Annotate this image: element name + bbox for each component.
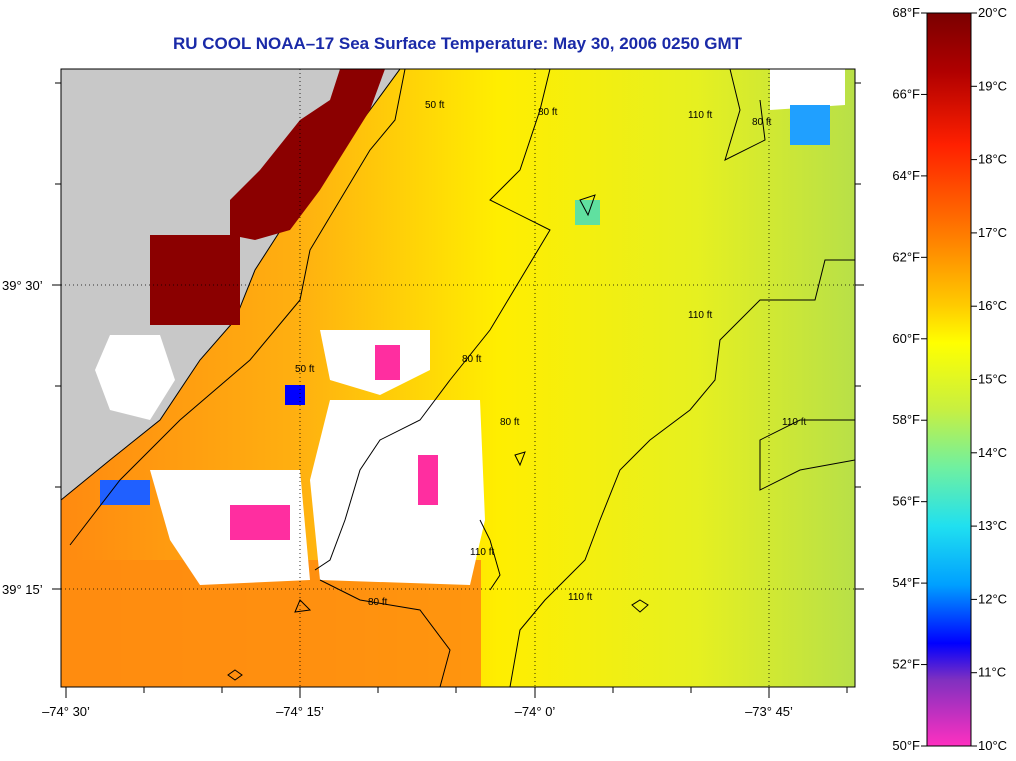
contour-label: 110 ft: [470, 547, 494, 558]
cloud-mask-inland: [95, 335, 175, 420]
colorbar-celsius-label: 15°C: [978, 372, 1007, 387]
cold-speck: [100, 480, 150, 505]
contour-label: 80 ft: [462, 354, 482, 365]
cold-speck: [790, 105, 830, 145]
lat-label: 39° 15’: [2, 582, 43, 597]
colorbar-fahrenheit-label: 54°F: [892, 575, 920, 590]
map-title: RU COOL NOAA–17 Sea Surface Temperature:…: [172, 34, 743, 53]
contour-label: 80 ft: [500, 417, 520, 428]
colorbar-fahrenheit-label: 58°F: [892, 412, 920, 427]
colorbar-celsius-label: 19°C: [978, 78, 1007, 93]
contour-label: 110 ft: [688, 310, 712, 321]
colorbar-fahrenheit-label: 68°F: [892, 5, 920, 20]
contour-label: 110 ft: [688, 110, 712, 121]
colorbar-celsius-label: 16°C: [978, 298, 1007, 313]
lat-label: 39° 30’: [2, 278, 43, 293]
cool-speck: [575, 200, 600, 225]
cloud-mask-ne: [770, 69, 845, 110]
colorbar-fahrenheit-label: 50°F: [892, 738, 920, 753]
colorbar-celsius-label: 10°C: [978, 738, 1007, 753]
longitude-labels: –74° 30’ –74° 15’ –74° 0’ –73° 45’: [42, 704, 793, 719]
colorbar-celsius-label: 20°C: [978, 5, 1007, 20]
colorbar-fahrenheit-label: 66°F: [892, 86, 920, 101]
contour-labels: 50 ft 80 ft 110 ft 80 ft 110 ft 80 ft 11…: [295, 100, 806, 608]
colorbar-celsius-label: 17°C: [978, 225, 1007, 240]
bathymetry-contours: [69, 69, 855, 687]
colorbar-fahrenheit-label: 60°F: [892, 331, 920, 346]
colorbar-celsius-label: 14°C: [978, 445, 1007, 460]
graticule: [61, 69, 855, 687]
warm-bay-south: [150, 235, 240, 325]
colorbar: 68°F 66°F 64°F 62°F 60°F 58°F 56°F 54°F 52°F 50°F…: [892, 5, 1007, 753]
contour-label: 80 ft: [752, 117, 772, 128]
cloud-speck: [230, 505, 290, 540]
colorbar-fahrenheit-label: 64°F: [892, 168, 920, 183]
map-frame: [60, 68, 856, 688]
warm-bay-north: [230, 69, 385, 240]
lon-label: –74° 15’: [276, 704, 324, 719]
lon-label: –73° 45’: [745, 704, 793, 719]
cloud-mask-2: [310, 400, 485, 585]
map-plot-area: 50 ft 80 ft 110 ft 80 ft 110 ft 80 ft 11…: [61, 69, 855, 687]
contour-label: 80 ft: [538, 107, 558, 118]
colorbar-celsius-label: 12°C: [978, 591, 1007, 606]
contour-label: 110 ft: [568, 592, 592, 603]
colorbar-gradient: [926, 12, 972, 747]
colorbar-celsius-label: 11°C: [978, 665, 1006, 680]
cold-speck: [285, 385, 305, 405]
colorbar-fahrenheit-label: 56°F: [892, 494, 920, 509]
latitude-labels: 39° 30’ 39° 15’: [2, 278, 43, 597]
contour-label: 110 ft: [782, 417, 806, 428]
contour-label: 50 ft: [295, 364, 315, 375]
contour-label: 80 ft: [368, 597, 388, 608]
contour-label: 50 ft: [425, 100, 445, 111]
colorbar-celsius-label: 13°C: [978, 518, 1007, 533]
lon-label: –74° 0’: [515, 704, 556, 719]
cloud-speck: [418, 455, 438, 505]
colorbar-celsius-label: 18°C: [978, 152, 1007, 167]
axis-ticks: [52, 82, 864, 698]
colorbar-fahrenheit-label: 52°F: [892, 657, 920, 672]
cloud-speck: [375, 345, 400, 380]
lon-label: –74° 30’: [42, 704, 90, 719]
colorbar-fahrenheit-label: 62°F: [892, 249, 920, 264]
